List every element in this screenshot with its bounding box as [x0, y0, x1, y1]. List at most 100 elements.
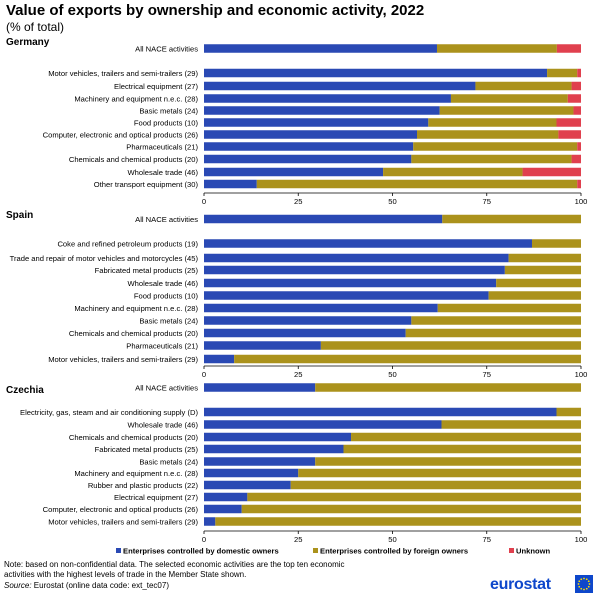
bar-segment-foreign	[417, 130, 559, 139]
bar-segment-foreign	[315, 457, 581, 466]
bar-segment-unknown	[577, 142, 581, 151]
note-line-2: activities with the highest levels of tr…	[4, 570, 247, 580]
bar-segment-foreign	[428, 118, 557, 127]
bar-segment-unknown	[567, 94, 581, 103]
category-label: Basic metals (24)	[139, 317, 198, 326]
bar-segment-foreign	[298, 468, 581, 478]
bar-segment-foreign	[411, 154, 572, 164]
bar-segment-foreign	[383, 167, 523, 177]
bar-segment-domestic	[204, 94, 451, 103]
x-tick-label: 75	[483, 197, 491, 206]
category-label: Electrical equipment (27)	[114, 82, 198, 91]
bar-segment-domestic	[204, 130, 418, 139]
legend-swatch-domestic	[116, 548, 121, 553]
bar-segment-domestic	[204, 480, 291, 490]
bar-segment-unknown	[556, 44, 581, 53]
category-label: Food products (10)	[134, 292, 199, 301]
bar-segment-foreign	[241, 504, 581, 514]
bar-segment-domestic	[204, 118, 429, 127]
bar-segment-foreign	[504, 265, 581, 275]
legend-label-foreign: Enterprises controlled by foreign owners	[320, 547, 468, 556]
note-line-1: Note: based on non-confidential data. Th…	[4, 560, 345, 569]
x-tick-label: 50	[388, 197, 396, 206]
x-tick-label: 25	[294, 197, 302, 206]
bar-segment-domestic	[204, 154, 412, 164]
category-label: Basic metals (24)	[139, 107, 198, 116]
category-label: Machinery and equipment n.e.c. (28)	[74, 95, 198, 104]
category-label: Wholesale trade (46)	[128, 279, 199, 288]
category-label: Trade and repair of motor vehicles and m…	[10, 254, 199, 263]
bar-segment-domestic	[204, 142, 414, 151]
bar-segment-domestic	[204, 504, 242, 514]
category-label: Chemicals and chemical products (20)	[69, 155, 199, 164]
x-tick-label: 100	[575, 197, 588, 206]
category-label: Electricity, gas, steam and air conditio…	[20, 408, 198, 417]
bar-segment-foreign	[556, 407, 581, 417]
category-label: Motor vehicles, trailers and semi-traile…	[48, 69, 198, 78]
source-text: Eurostat (online data code: ext_tec07)	[31, 580, 169, 590]
bar-segment-foreign	[436, 44, 557, 53]
bar-segment-foreign	[351, 432, 581, 442]
bar-segment-foreign	[234, 354, 581, 364]
x-tick-label: 0	[202, 197, 206, 206]
category-label: Chemicals and chemical products (20)	[69, 329, 199, 338]
legend-label-unknown: Unknown	[516, 547, 551, 556]
category-label: Pharmaceuticals (21)	[126, 342, 198, 351]
bar-segment-domestic	[204, 265, 505, 275]
category-label: Wholesale trade (46)	[128, 421, 199, 430]
category-label: Coke and refined petroleum products (19)	[57, 240, 198, 249]
x-tick-label: 25	[294, 370, 302, 379]
category-label: All NACE activities	[135, 215, 198, 224]
bar-segment-domestic	[204, 492, 248, 502]
bar-segment-foreign	[547, 68, 578, 78]
x-tick-label: 75	[483, 370, 491, 379]
category-label: Machinery and equipment n.e.c. (28)	[74, 304, 198, 313]
category-label: Motor vehicles, trailers and semi-traile…	[48, 518, 198, 527]
bar-segment-foreign	[531, 239, 581, 248]
logo-text: eurostat	[490, 576, 551, 593]
x-tick-label: 100	[575, 370, 588, 379]
x-tick-label: 50	[388, 535, 396, 544]
bar-segment-foreign	[437, 303, 581, 313]
bar-segment-foreign	[441, 420, 581, 429]
category-label: Food products (10)	[134, 119, 199, 128]
category-label: Basic metals (24)	[139, 458, 198, 467]
bar-segment-domestic	[204, 383, 316, 392]
bar-segment-foreign	[439, 106, 574, 115]
bar-segment-unknown	[577, 68, 581, 78]
bar-segment-foreign	[247, 492, 582, 502]
eurostat-logo: eurostat	[490, 574, 595, 596]
bar-segment-domestic	[204, 253, 509, 263]
bar-segment-domestic	[204, 68, 548, 78]
source-label: Source:	[4, 580, 32, 590]
legend-swatch-foreign	[313, 548, 318, 553]
bar-segment-foreign	[496, 278, 581, 288]
bar-segment-foreign	[413, 142, 578, 151]
bar-segment-foreign	[256, 179, 578, 189]
x-tick-label: 0	[202, 370, 206, 379]
bar-segment-foreign	[442, 214, 581, 224]
bar-segment-domestic	[204, 179, 257, 189]
bar-segment-domestic	[204, 316, 412, 325]
legend-label-domestic: Enterprises controlled by domestic owner…	[123, 547, 279, 556]
bar-segment-domestic	[204, 354, 235, 364]
panel-title: Spain	[6, 210, 33, 221]
bar-segment-domestic	[204, 407, 557, 417]
bar-segment-unknown	[571, 81, 581, 91]
bar-segment-domestic	[204, 328, 406, 338]
category-label: Pharmaceuticals (21)	[126, 143, 198, 152]
bar-segment-unknown	[558, 130, 581, 139]
category-label: Computer, electronic and optical product…	[43, 131, 199, 140]
legend-swatch-unknown	[509, 548, 514, 553]
bar-segment-domestic	[204, 457, 316, 466]
bar-segment-foreign	[488, 291, 581, 300]
bar-segment-foreign	[405, 328, 581, 338]
bar-segment-domestic	[204, 278, 497, 288]
bar-segment-unknown	[571, 154, 581, 164]
chart-area: Germany All NACE activities Motor vehicles…	[6, 37, 588, 556]
bar-segment-unknown	[556, 118, 581, 127]
bar-segment-domestic	[204, 81, 476, 91]
category-label: Other transport equipment (30)	[94, 180, 199, 189]
bar-segment-foreign	[450, 94, 568, 103]
category-label: Chemicals and chemical products (20)	[69, 433, 199, 442]
